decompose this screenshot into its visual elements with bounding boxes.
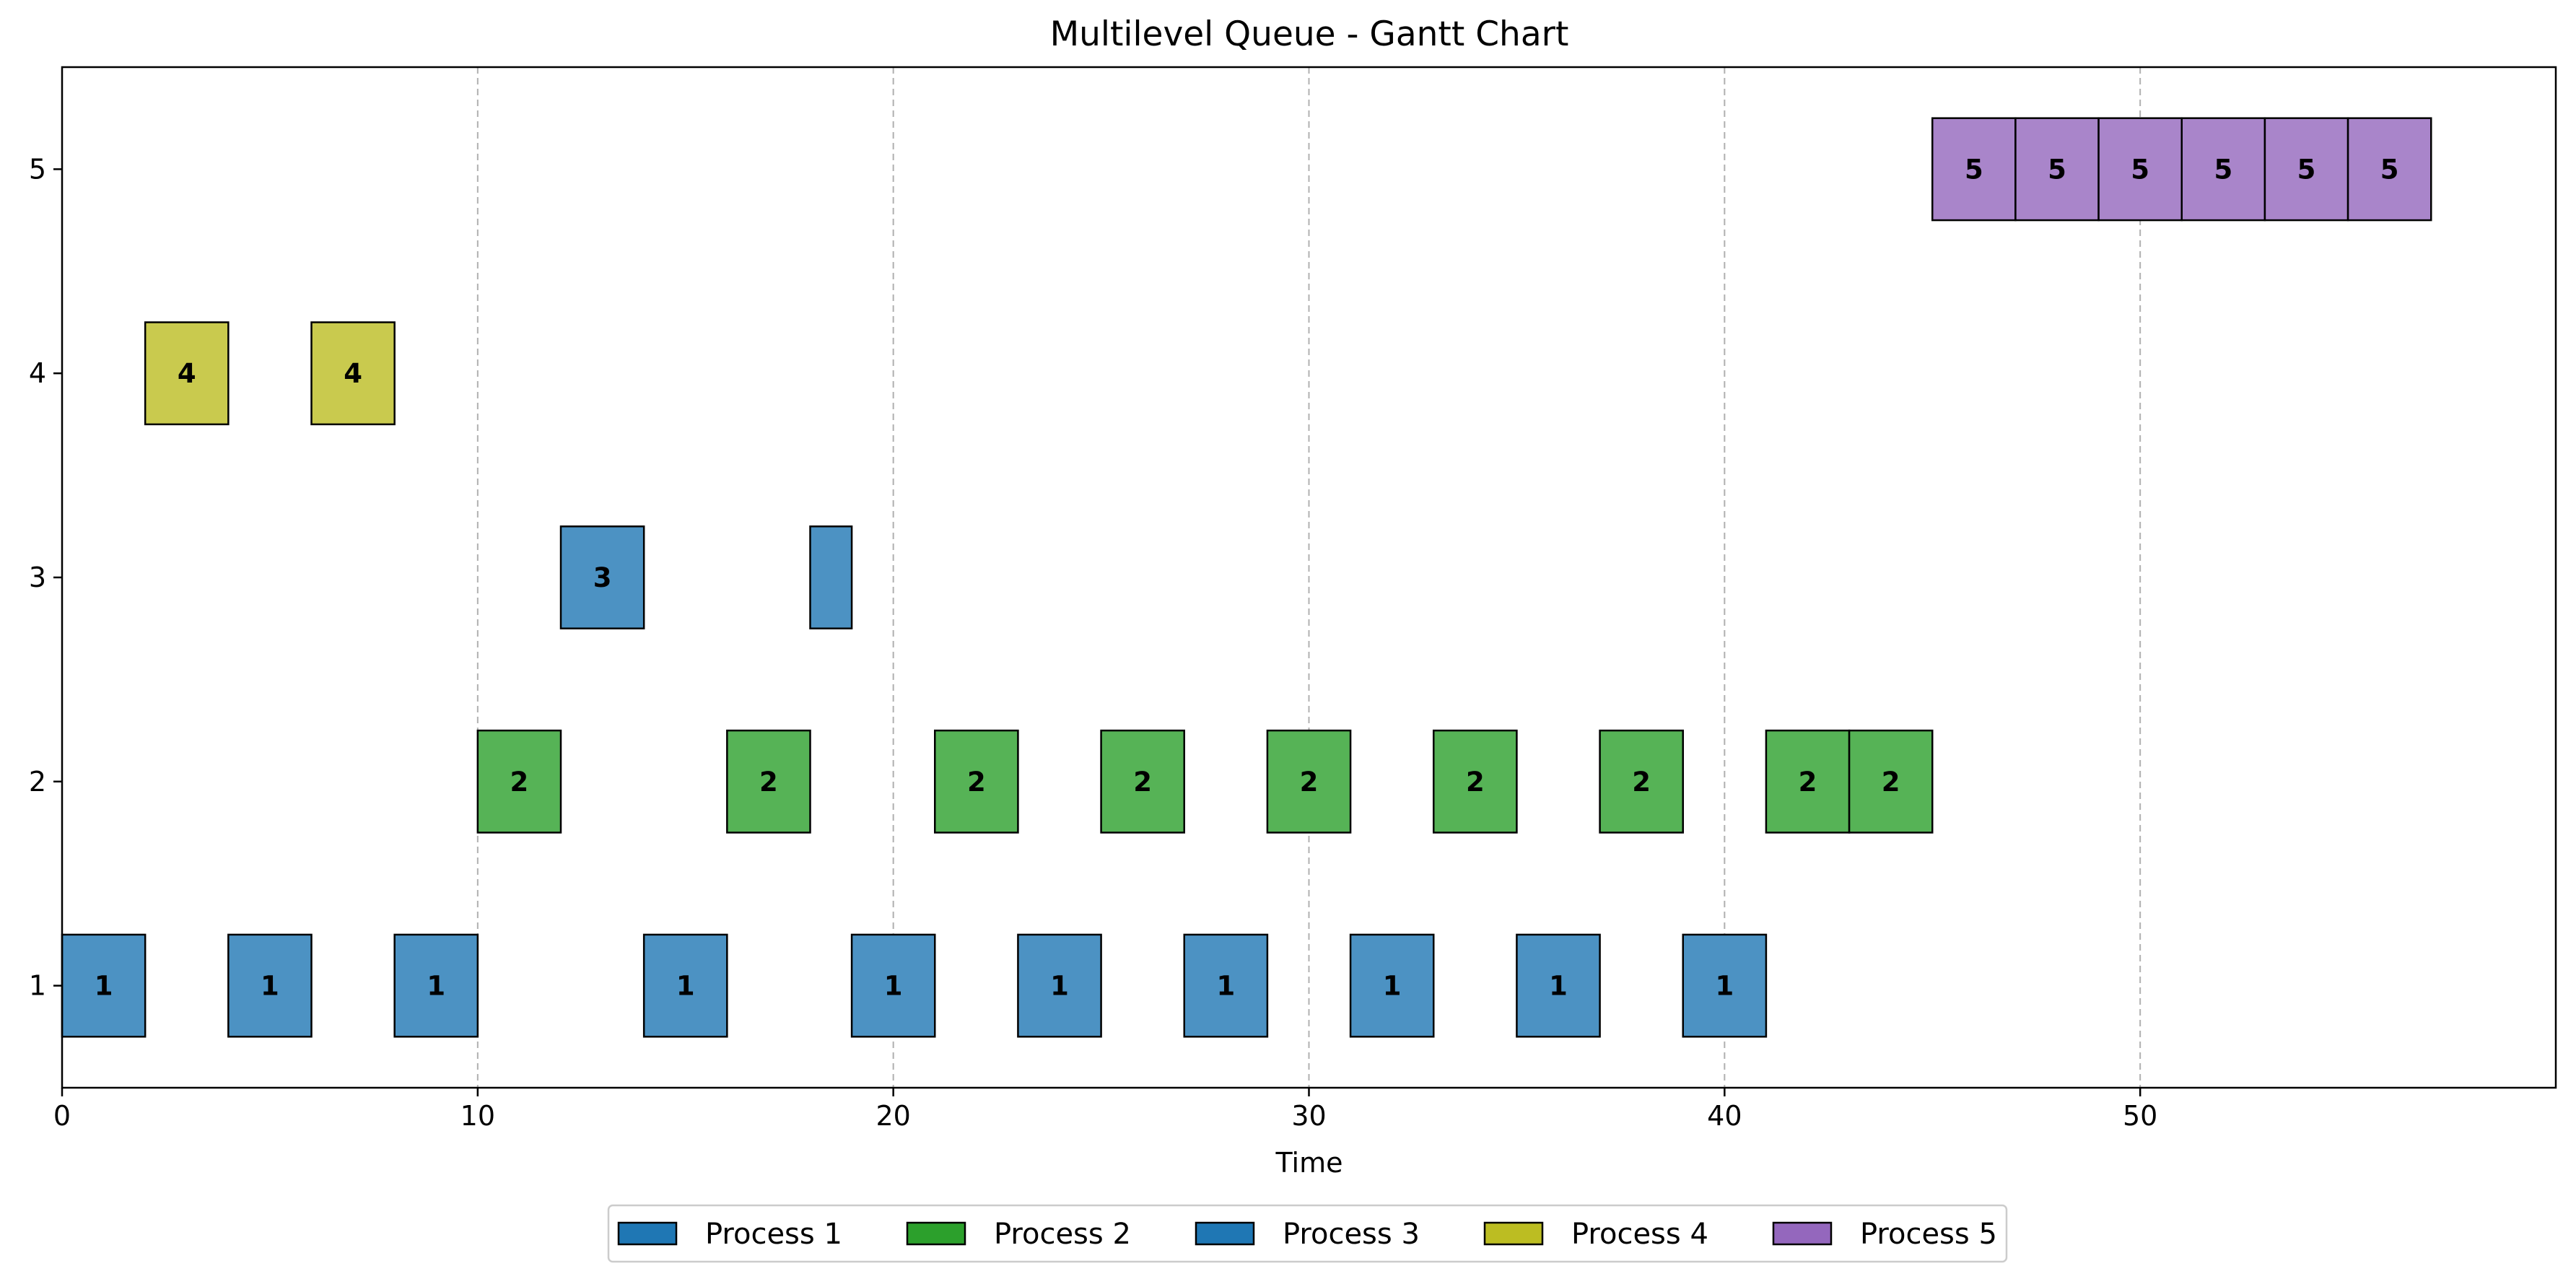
bar-label: 1	[1050, 971, 1069, 1002]
bar-label: 5	[2214, 154, 2232, 185]
gantt-bar	[2014, 117, 2100, 222]
bar-label: 2	[1133, 767, 1152, 798]
bar-label: 5	[2048, 154, 2066, 185]
legend-label: Process 2	[994, 1218, 1131, 1251]
x-tick-label: 30	[1291, 1100, 1326, 1132]
gantt-bar	[2346, 117, 2432, 222]
bar-label: 1	[1383, 971, 1402, 1002]
gantt-bar	[1433, 729, 1518, 834]
bar-label: 1	[676, 971, 695, 1002]
gantt-bar	[1183, 933, 1269, 1038]
x-tick-label: 50	[2123, 1100, 2157, 1132]
gantt-bar	[144, 321, 230, 426]
x-axis-label: Time	[1275, 1147, 1343, 1179]
bar-label: 4	[178, 358, 196, 389]
gantt-bar	[1266, 729, 1352, 834]
bar-label: 3	[593, 562, 612, 593]
y-tick-label: 5	[29, 153, 46, 185]
bar-label: 2	[759, 767, 778, 798]
legend-swatch	[1483, 1221, 1544, 1246]
bar-label: 2	[1300, 767, 1319, 798]
bar-label: 2	[1466, 767, 1485, 798]
gantt-bar	[1516, 933, 1601, 1038]
bars: 1 1 1 1 1 1 1 1 1 1 2 2 2 2 2 2 2 2 2 3 4 4 5 5 5 5 5 5	[61, 117, 2432, 1038]
legend-label: Process 4	[1571, 1218, 1708, 1251]
bar-label: 1	[427, 971, 445, 1002]
gantt-bar	[1349, 933, 1435, 1038]
y-tick-label: 3	[29, 562, 46, 593]
gantt-bar	[1682, 933, 1768, 1038]
legend-label: Process 3	[1283, 1218, 1420, 1251]
grid-lines	[476, 67, 2141, 1088]
gantt-bar	[850, 933, 936, 1038]
legend: Process 1 Process 2 Process 3 Process 4 Proc…	[607, 1204, 2008, 1263]
x-tick-label: 10	[460, 1100, 495, 1132]
gantt-bar	[726, 729, 811, 834]
gantt-bar	[310, 321, 396, 426]
legend-swatch	[906, 1221, 966, 1246]
gantt-bar	[227, 933, 313, 1038]
gantt-bar	[2180, 117, 2266, 222]
bar-label: 4	[344, 358, 362, 389]
bar-label: 2	[1632, 767, 1651, 798]
legend-label: Process 1	[705, 1218, 842, 1251]
gantt-bar	[1765, 729, 1851, 834]
gantt-bar	[934, 729, 1019, 834]
y-tick-label: 2	[29, 766, 46, 798]
x-tick-label: 20	[876, 1100, 910, 1132]
legend-swatch	[617, 1221, 678, 1246]
x-axis: 0 10 20 30 40 50	[53, 1088, 2157, 1132]
bar-label: 2	[1799, 767, 1817, 798]
bar-label: 2	[967, 767, 986, 798]
bar-label: 1	[1216, 971, 1235, 1002]
y-tick-label: 1	[29, 970, 46, 1002]
gantt-bar	[1100, 729, 1186, 834]
bar-label: 5	[2297, 154, 2316, 185]
chart-title: Multilevel Queue - Gantt Chart	[1050, 14, 1569, 54]
bar-label: 1	[1715, 971, 1734, 1002]
y-tick-label: 4	[29, 357, 46, 389]
bar-label: 1	[261, 971, 279, 1002]
bar-label: 2	[1882, 767, 1900, 798]
bar-label: 5	[2380, 154, 2399, 185]
bar-label: 1	[1549, 971, 1568, 1002]
legend-swatch	[1195, 1221, 1255, 1246]
gantt-bar	[1931, 117, 2017, 222]
x-tick-label: 40	[1707, 1100, 1742, 1132]
x-tick-label: 0	[53, 1100, 71, 1132]
gantt-bar	[61, 933, 147, 1038]
legend-label: Process 5	[1860, 1218, 1997, 1251]
bar-label: 2	[510, 767, 529, 798]
bar-label: 5	[1965, 154, 1983, 185]
bar-label: 1	[95, 971, 113, 1002]
gantt-bar	[1848, 729, 1934, 834]
gantt-bar	[1017, 933, 1102, 1038]
gantt-bar	[809, 525, 853, 629]
gantt-bar	[642, 933, 728, 1038]
legend-swatch	[1772, 1221, 1833, 1246]
gantt-bar	[559, 525, 645, 629]
bar-label: 5	[2131, 154, 2149, 185]
gantt-bar	[476, 729, 562, 834]
gantt-bar	[393, 933, 479, 1038]
gantt-bar	[1599, 729, 1684, 834]
y-axis: 1 2 3 4 5	[29, 153, 62, 1002]
legend-frame	[607, 1204, 2008, 1263]
bar-label: 1	[884, 971, 903, 1002]
